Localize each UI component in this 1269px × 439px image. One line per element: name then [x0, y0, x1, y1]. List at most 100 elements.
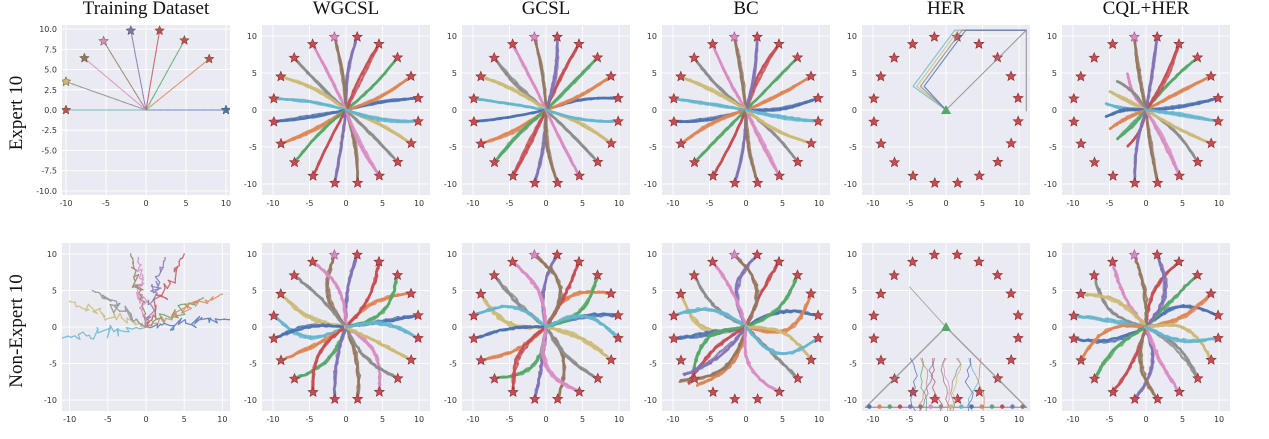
trajectory-point — [109, 96, 111, 98]
goal-star — [373, 37, 385, 49]
trajectory-point — [1179, 90, 1183, 93]
y-tick-label: 5 — [452, 286, 457, 295]
trajectory-point — [742, 149, 745, 152]
trajectory-point — [336, 316, 339, 319]
goal-star — [125, 25, 137, 36]
trajectory-point — [501, 67, 505, 70]
goal-star — [668, 115, 680, 127]
trajectory-point — [121, 317, 123, 319]
trajectory — [473, 304, 547, 328]
trajectory-point — [155, 316, 157, 319]
trajectory — [923, 29, 1027, 111]
trajectory-point — [358, 139, 362, 142]
trajectory-point — [129, 109, 131, 111]
trajectory-point — [363, 73, 366, 76]
trajectory-point — [512, 103, 515, 106]
trajectory-point — [1189, 149, 1192, 153]
y-tick-label: -10 — [244, 396, 257, 405]
trajectory-point — [539, 105, 542, 108]
x-tick-label: -10 — [266, 415, 279, 424]
trajectory-point — [343, 115, 347, 119]
trajectory — [130, 30, 147, 111]
trajectory-point — [1203, 139, 1206, 143]
trajectory-point — [556, 49, 559, 52]
trajectory-point — [1148, 114, 1151, 117]
trajectory-point — [1123, 83, 1126, 86]
trajectory-point — [604, 138, 607, 141]
trajectory-point — [140, 264, 142, 266]
trajectory-point — [391, 318, 394, 321]
trajectory-point — [534, 175, 538, 178]
goal-star — [288, 156, 301, 168]
trajectory-point — [784, 105, 787, 108]
trajectory-point — [170, 329, 172, 331]
trajectory-point — [351, 107, 354, 110]
trajectory-point — [569, 156, 572, 159]
trajectory-point — [338, 120, 342, 123]
trajectory-point — [158, 288, 160, 290]
trajectory-point — [728, 79, 731, 82]
trajectory-point — [361, 305, 365, 308]
trajectory-point — [1149, 149, 1153, 152]
trajectory-point — [166, 287, 169, 289]
goal-star — [405, 137, 417, 149]
trajectory-point — [285, 356, 288, 359]
trajectory-point — [772, 162, 775, 165]
trajectory-point — [185, 306, 187, 308]
trajectory-point — [314, 292, 317, 295]
trajectory-point — [727, 99, 731, 102]
trajectory-point — [305, 85, 308, 88]
trajectory-point — [334, 117, 337, 120]
trajectory-point — [1179, 128, 1182, 132]
trajectory-point — [351, 325, 354, 328]
trajectory-point — [737, 55, 740, 58]
y-tick-label: 5 — [52, 286, 57, 295]
trajectory-point — [703, 86, 706, 90]
trajectory-point — [95, 67, 97, 69]
goal-star — [1068, 92, 1080, 104]
trajectory-point — [564, 291, 567, 294]
trajectory-point — [750, 162, 753, 165]
trajectory — [472, 108, 547, 123]
trajectory-point — [285, 298, 288, 301]
goal-star — [675, 70, 687, 82]
trajectory-point — [373, 137, 376, 140]
trajectory-point — [710, 77, 713, 81]
trajectory-point — [596, 97, 599, 100]
trajectory-point — [523, 67, 526, 70]
trajectory-point — [140, 307, 142, 309]
goal-star — [412, 309, 424, 321]
trajectory-point — [299, 115, 302, 119]
trajectory-point — [327, 119, 331, 122]
trajectory-point — [317, 90, 320, 93]
trajectory-point — [151, 319, 153, 321]
trajectory-point — [410, 120, 413, 123]
trajectory-point — [194, 304, 196, 306]
trajectory-point — [338, 55, 341, 58]
trajectory-point — [744, 108, 747, 112]
trajectory-point — [164, 257, 166, 259]
trajectory-point — [325, 90, 328, 93]
trajectory-point — [756, 42, 759, 45]
trajectory-point — [352, 127, 356, 130]
trajectory-point — [203, 109, 205, 111]
trajectory-point — [504, 86, 507, 89]
trajectory-point — [587, 127, 590, 130]
trajectory-point — [512, 115, 515, 118]
trajectory-point — [588, 295, 591, 298]
trajectory-point — [550, 271, 553, 274]
goal-star — [1005, 70, 1017, 82]
trajectory-point — [1156, 116, 1159, 119]
trajectory-point — [1139, 82, 1142, 85]
trajectory-point — [409, 315, 412, 319]
trajectory-point — [354, 100, 358, 103]
trajectory — [145, 256, 166, 328]
trajectory-point — [367, 343, 370, 346]
trajectory-point — [542, 135, 545, 138]
trajectory-point — [141, 103, 143, 105]
trajectory-point — [522, 123, 525, 126]
trajectory-point — [116, 99, 118, 101]
trajectory-point — [371, 321, 375, 324]
trajectory-point — [753, 99, 757, 102]
goal-star — [275, 137, 287, 149]
